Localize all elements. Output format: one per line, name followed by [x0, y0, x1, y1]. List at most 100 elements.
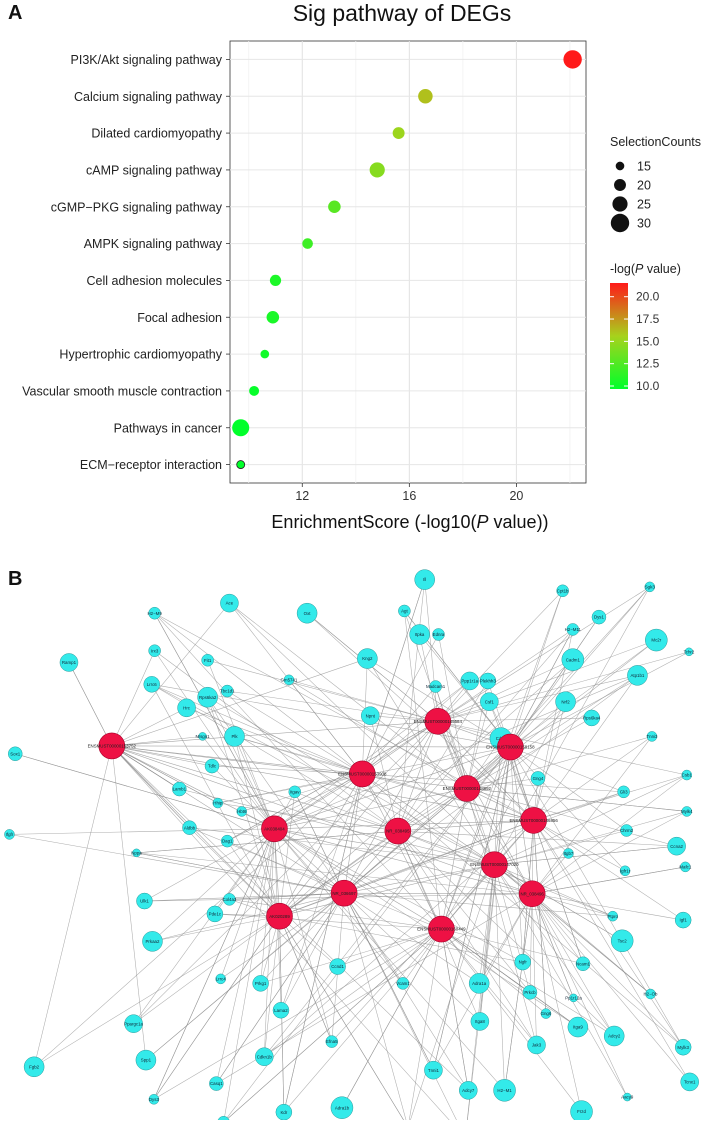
network-edge [264, 928, 442, 1057]
network-edge [362, 773, 495, 865]
network-node-label: Rps6ka4 [583, 716, 601, 721]
network-edge [433, 746, 511, 1071]
network-node-label: Itgb7 [564, 851, 574, 856]
network-edge [510, 659, 574, 748]
network-edges [9, 579, 690, 1120]
network-node [620, 824, 633, 837]
network-node-label: Prkaa2 [145, 939, 159, 944]
network-node [480, 692, 499, 711]
network-edge [227, 773, 363, 842]
network-edge [441, 590, 563, 930]
network-edge [263, 916, 280, 1057]
network-edge [227, 690, 363, 775]
network-edge [408, 928, 442, 1120]
y-tick-label: ECM−receptor interaction [80, 458, 222, 472]
y-tick-label: Cell adhesion molecules [87, 274, 223, 288]
network-node-label: Mylk3 [677, 1045, 689, 1050]
network-edge [111, 650, 155, 747]
network-edge [279, 659, 573, 917]
network-edge [229, 899, 442, 930]
network-node [617, 785, 630, 799]
network-edge [466, 736, 653, 789]
network-node-label: Plekhh3 [480, 679, 496, 684]
network-edge [362, 680, 470, 775]
network-hub-node [330, 879, 358, 907]
network-edge [533, 675, 638, 821]
network-node-label: Itga9 [573, 1025, 583, 1030]
network-edge [362, 773, 442, 930]
network-node-label: Mc2r [651, 638, 661, 643]
color-legend-bar [610, 283, 628, 389]
network-node-label: Mafc1 [679, 864, 692, 869]
network-edge [133, 721, 438, 1024]
network-edge [234, 736, 275, 829]
network-edge [33, 915, 280, 1068]
network-node-label: Lrrc4 [216, 976, 227, 981]
network-node-label: Nppa [131, 850, 142, 855]
network-edge [494, 864, 531, 993]
network-edge [279, 916, 404, 1120]
network-node-label: Lamb1 [173, 787, 187, 792]
network-node [681, 806, 693, 817]
network-edge [466, 788, 677, 847]
network-node [623, 1092, 632, 1102]
network-edge [223, 828, 275, 1120]
network-node-label: Prkg1 [255, 981, 267, 986]
network-hub-node [98, 732, 126, 760]
network-edge [274, 828, 280, 917]
network-edge [331, 864, 495, 1042]
network-node [591, 609, 607, 625]
network-node-label: Igf1 [680, 918, 688, 923]
network-node [527, 1035, 546, 1055]
network-node-label: Aacy9 [621, 1095, 634, 1100]
color-legend-label: 20.0 [636, 290, 660, 304]
network-edge [229, 602, 467, 789]
network-edge [437, 639, 657, 722]
network-edge [154, 613, 275, 829]
network-edge [294, 791, 345, 894]
network-edge [225, 928, 442, 1120]
network-edge [533, 701, 566, 821]
network-node [396, 977, 410, 990]
network-edge [111, 745, 218, 804]
network-hub-label: ENSMUST00000145584 [414, 719, 463, 724]
network-edge [179, 788, 495, 865]
network-edge [279, 916, 404, 1120]
color-legend: -log(P value) 20.0 17.5 15.0 12.5 10.0 [610, 262, 681, 393]
network-node-label: Tbc1d1 [220, 689, 235, 694]
network-node [288, 785, 302, 799]
network-node [283, 674, 295, 686]
network-node [555, 691, 576, 712]
network-node-label: H2−M1 [497, 1088, 512, 1093]
network-edge [510, 746, 626, 871]
network-hub-node [384, 817, 412, 845]
size-legend-label: 20 [637, 179, 651, 193]
x-axis: 12 16 20 [295, 483, 523, 503]
network-node [603, 1025, 625, 1047]
network-edge [510, 616, 600, 748]
network-edge [397, 830, 537, 1046]
network-hub-node [481, 851, 508, 878]
network-edge [494, 845, 677, 865]
network-node-label: Ace [226, 601, 234, 606]
color-legend-title-italic: P [635, 262, 644, 276]
network-node [459, 1081, 478, 1100]
network-node [522, 985, 538, 1000]
network-node-label: Pp1r12a [565, 996, 582, 1001]
network-edge [145, 788, 467, 1061]
network-node-label: Casq1 [210, 1081, 223, 1086]
network-edge [479, 864, 495, 1022]
network-edge [437, 651, 690, 722]
network-edge [9, 828, 275, 835]
network-edge [111, 736, 203, 747]
network-edge [154, 650, 275, 829]
network-edge [367, 658, 495, 865]
network-edge [111, 745, 450, 1120]
network-edge [362, 773, 624, 793]
network-node-label: Agt [401, 609, 408, 614]
network-edge [533, 736, 653, 821]
network-edge [207, 660, 275, 829]
data-point [369, 162, 385, 178]
network-node-label: Nrf2 [561, 699, 570, 704]
network-node-label: Npnt [366, 713, 376, 718]
